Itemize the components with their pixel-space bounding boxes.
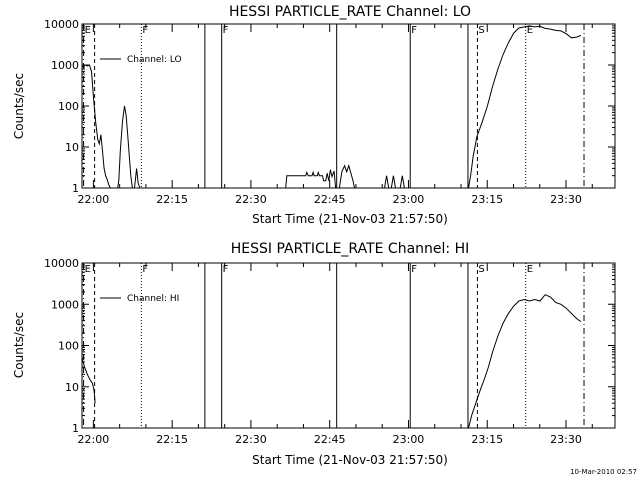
y-tick-label-hi: 100 [58, 340, 79, 353]
x-tick-label-lo: 23:15 [471, 193, 503, 206]
y-tick-label-lo: 10000 [44, 18, 79, 31]
data-line-lo [390, 175, 396, 189]
x-tick-label-hi: 22:30 [235, 433, 267, 446]
x-tick-label-lo: 22:30 [235, 193, 267, 206]
plot-frame-lo [81, 23, 616, 189]
flag-label-lo: F [223, 25, 229, 36]
flag-label-hi: E [85, 264, 91, 275]
flag-label-hi: S [478, 264, 484, 275]
flag-label-lo: E [527, 25, 533, 36]
flag-label-lo: S [478, 25, 484, 36]
flag-label-lo: F [142, 25, 148, 36]
x-tick-label-hi: 23:30 [550, 433, 582, 446]
x-tick-label-lo: 22:15 [156, 193, 188, 206]
x-tick-label-hi: 22:45 [314, 433, 346, 446]
x-tick-label-hi: 23:00 [393, 433, 425, 446]
y-tick-label-lo: 1000 [51, 59, 79, 72]
y-tick-label-hi: 1 [72, 422, 79, 435]
flag-label-hi: E [527, 264, 533, 275]
x-tick-label-lo: 23:00 [393, 193, 425, 206]
footer-timestamp: 10-Mar-2010 02:57 [570, 468, 637, 476]
data-line-lo [117, 105, 133, 189]
y-tick-label-hi: 10 [65, 381, 79, 394]
data-line-lo [384, 175, 390, 189]
x-tick-label-lo: 22:00 [78, 193, 110, 206]
data-line-hi [468, 294, 582, 429]
y-tick-label-lo: 10 [65, 141, 79, 154]
data-line-hi [81, 357, 96, 404]
legend-label-hi: Channel: HI [127, 294, 179, 304]
x-tick-label-hi: 22:15 [156, 433, 188, 446]
y-tick-label-lo: 100 [58, 100, 79, 113]
plot-frame-hi [81, 262, 616, 429]
data-line-lo [81, 64, 111, 189]
flag-label-hi: F [223, 264, 229, 275]
data-line-lo [399, 175, 405, 189]
legend-label-lo: Channel: LO [127, 55, 182, 65]
flag-label-hi: F [411, 264, 417, 275]
y-tick-label-hi: 10000 [44, 257, 79, 270]
flag-label-lo: F [411, 25, 417, 36]
y-tick-label-lo: 1 [72, 182, 79, 195]
x-tick-label-lo: 22:45 [314, 193, 346, 206]
chart-title-hi: HESSI PARTICLE_RATE Channel: HI [231, 241, 469, 257]
x-tick-label-hi: 22:00 [78, 433, 110, 446]
y-axis-label-hi: Counts/sec [12, 312, 26, 378]
flag-label-hi: F [142, 264, 148, 275]
x-axis-label-hi: Start Time (21-Nov-03 21:57:50) [252, 453, 448, 467]
x-tick-label-hi: 23:15 [471, 433, 503, 446]
data-line-lo [134, 168, 141, 189]
panel-lo: HESSI PARTICLE_RATE Channel: LO Counts/s… [12, 4, 616, 226]
y-tick-label-hi: 1000 [51, 298, 79, 311]
data-line-lo [285, 169, 337, 189]
data-line-lo [338, 164, 355, 189]
chart-title-lo: HESSI PARTICLE_RATE Channel: LO [229, 4, 471, 20]
x-axis-label-lo: Start Time (21-Nov-03 21:57:50) [252, 212, 448, 226]
data-line-lo [468, 25, 582, 189]
flag-label-lo: E [85, 25, 91, 36]
panel-hi: HESSI PARTICLE_RATE Channel: HI Counts/s… [12, 241, 616, 467]
y-axis-label-lo: Counts/sec [12, 73, 26, 139]
x-tick-label-lo: 23:30 [550, 193, 582, 206]
